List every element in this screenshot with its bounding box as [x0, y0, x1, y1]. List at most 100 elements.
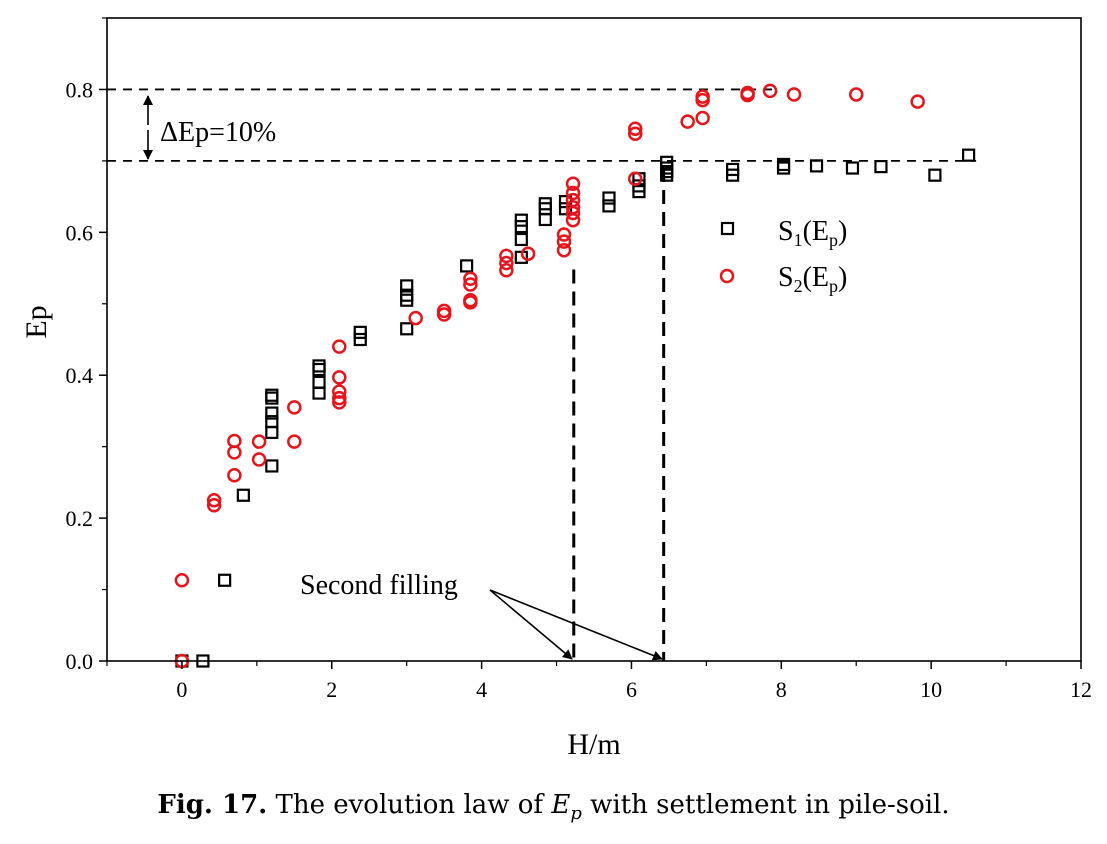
- data-point-s1: [353, 325, 367, 339]
- data-point-s2: [627, 121, 643, 136]
- data-point-s2: [565, 185, 581, 201]
- data-point-s1: [726, 162, 740, 177]
- data-point-s1: [602, 199, 616, 213]
- legend-marker-s2: [719, 268, 735, 284]
- data-point-s1: [776, 161, 791, 175]
- data-point-s2: [332, 395, 347, 410]
- data-point-s1: [400, 279, 414, 293]
- data-point-s2: [695, 110, 710, 126]
- data-point-s1: [809, 159, 824, 173]
- data-point-s1: [400, 288, 414, 302]
- caption-italic-e: E: [551, 790, 571, 820]
- second-filling-arrow-1: [489, 589, 573, 660]
- data-point-s2: [251, 452, 267, 467]
- x-tick-label: 4: [476, 677, 487, 702]
- second-filling-annotation: Second filling: [300, 570, 663, 661]
- delta-ep-label: ΔEp=10%: [160, 117, 276, 148]
- data-point-s2: [499, 255, 514, 271]
- x-tick-label: 10: [920, 677, 942, 702]
- data-point-s2: [206, 493, 222, 508]
- data-point-s2: [499, 248, 514, 264]
- x-axis-title: H/m: [567, 728, 620, 761]
- data-point-s1: [218, 573, 232, 587]
- data-point-s2: [627, 171, 643, 186]
- data-point-s1: [312, 362, 326, 377]
- scatter-chart: 0 2 4 6 8 10 120.00.20.40.60.8 H/m Ep ΔEp=10% …: [20, 17, 1092, 761]
- data-point-s2: [251, 434, 267, 449]
- data-point-s1: [460, 259, 474, 273]
- caption-text-after: with settlement in pile-soil.: [581, 790, 950, 820]
- second-filling-arrow-2: [489, 589, 663, 661]
- data-point-s1: [265, 425, 279, 439]
- data-point-s2: [499, 262, 514, 278]
- x-tick-label: 2: [326, 677, 337, 702]
- data-point-s1: [265, 406, 279, 420]
- data-point-s2: [910, 94, 925, 109]
- data-point-s2: [332, 370, 347, 385]
- data-point-s2: [762, 83, 778, 99]
- data-point-s1: [265, 415, 279, 429]
- y-tick-label: 0.8: [66, 77, 94, 102]
- data-point-s2: [287, 434, 302, 449]
- data-point-s2: [786, 87, 802, 102]
- legend-marker-s1: [720, 221, 735, 236]
- data-point-s1: [538, 197, 552, 211]
- legend-label-s2: S2(Ep): [778, 262, 847, 296]
- y-tick-label: 0.4: [66, 363, 94, 388]
- second-filling-label: Second filling: [300, 570, 458, 601]
- data-point-s2: [556, 234, 572, 249]
- legend: S1(Ep) S2(Ep): [719, 216, 847, 296]
- data-point-s2: [332, 390, 347, 406]
- series-s2-points: [174, 83, 925, 669]
- data-point-s2: [206, 498, 222, 513]
- x-tick-label: 8: [776, 677, 787, 702]
- data-point-s2: [408, 310, 423, 326]
- caption-label: Fig. 17.: [157, 790, 268, 820]
- data-point-s2: [227, 467, 242, 483]
- data-point-s2: [174, 573, 190, 588]
- data-point-s1: [874, 160, 888, 174]
- x-tick-label: 12: [1070, 677, 1092, 702]
- data-point-s1: [514, 213, 528, 227]
- data-point-s1: [538, 212, 552, 227]
- data-point-s1: [845, 161, 860, 175]
- data-point-s1: [962, 148, 976, 162]
- data-point-s2: [463, 277, 478, 292]
- data-point-s1: [602, 191, 616, 205]
- x-tick-label: 6: [626, 677, 637, 702]
- data-point-s2: [332, 339, 347, 354]
- data-point-s2: [556, 227, 572, 242]
- reference-lines: [107, 88, 977, 661]
- y-axis-title: Ep: [20, 305, 53, 338]
- ticks: 0 2 4 6 8 10 12 0.0 0.2 0.4 0.6 0.8: [66, 17, 1092, 702]
- data-point-s1: [632, 179, 646, 193]
- data-point-s2: [565, 176, 581, 192]
- data-point-s2: [680, 114, 695, 129]
- data-point-s2: [695, 89, 710, 104]
- data-point-s2: [463, 271, 478, 287]
- data-point-s2: [520, 246, 536, 262]
- data-point-s1: [312, 359, 326, 373]
- data-point-s2: [332, 384, 347, 399]
- y-tick-label: 0.2: [66, 506, 94, 531]
- data-point-s1: [265, 391, 279, 405]
- caption-italic-p: p: [570, 803, 582, 825]
- data-point-s1: [514, 232, 528, 247]
- caption-text-before: The evolution law of: [267, 790, 552, 820]
- data-point-s2: [556, 242, 572, 258]
- x-tick-label: 0: [176, 677, 187, 702]
- data-point-s1: [236, 488, 250, 502]
- data-point-s1: [928, 168, 942, 182]
- data-point-s1: [265, 388, 279, 402]
- y-tick-label: 0.6: [66, 220, 94, 245]
- data-point-s2: [287, 400, 302, 415]
- data-point-s2: [740, 85, 755, 101]
- data-point-s2: [627, 126, 643, 141]
- data-point-s2: [463, 292, 478, 308]
- y-tick-label: 0.0: [66, 649, 94, 674]
- data-point-s1: [660, 155, 674, 169]
- data-point-s2: [227, 433, 242, 449]
- legend-label-s1: S1(Ep): [778, 216, 847, 250]
- data-point-s2: [436, 303, 452, 319]
- delta-annotation: ΔEp=10%: [143, 95, 276, 160]
